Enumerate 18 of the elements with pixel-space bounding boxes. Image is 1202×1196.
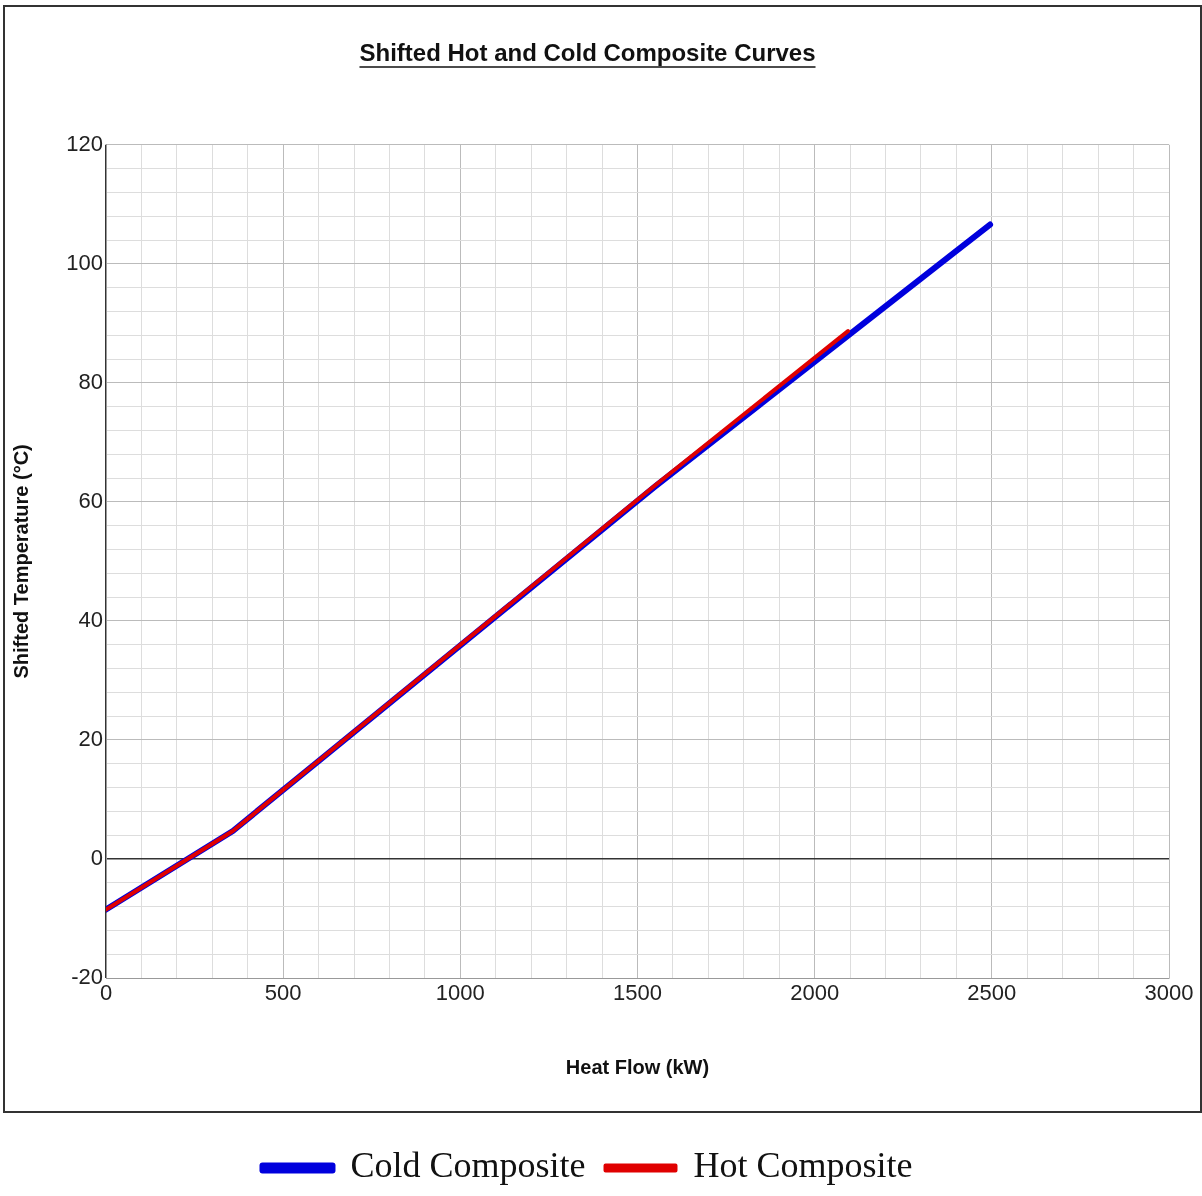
y-tick-label: 80 <box>78 368 103 394</box>
y-tick-label: 120 <box>66 130 103 156</box>
x-tick-label: 2500 <box>967 980 1017 1006</box>
legend-label: Cold Composite <box>350 1145 586 1186</box>
y-tick-label: 20 <box>78 726 103 752</box>
y-tick-label: 60 <box>78 487 103 513</box>
y-tick-label: 100 <box>66 249 103 275</box>
x-tick-label: 500 <box>264 980 302 1006</box>
x-tick-label: 3000 <box>1144 980 1194 1006</box>
y-axis-title: Shifted Temperature (°C) <box>9 444 32 679</box>
x-axis-title: Heat Flow (kW) <box>565 1055 710 1078</box>
y-tick-label: 40 <box>78 606 103 632</box>
y-tick-label: 0 <box>90 845 103 871</box>
x-tick-label: 1500 <box>613 980 662 1006</box>
x-tick-label: 1000 <box>435 980 485 1006</box>
legend-label: Hot Composite <box>693 1145 913 1186</box>
chart-title: Shifted Hot and Cold Composite Curves <box>359 39 816 67</box>
x-tick-label: 2000 <box>790 980 840 1006</box>
